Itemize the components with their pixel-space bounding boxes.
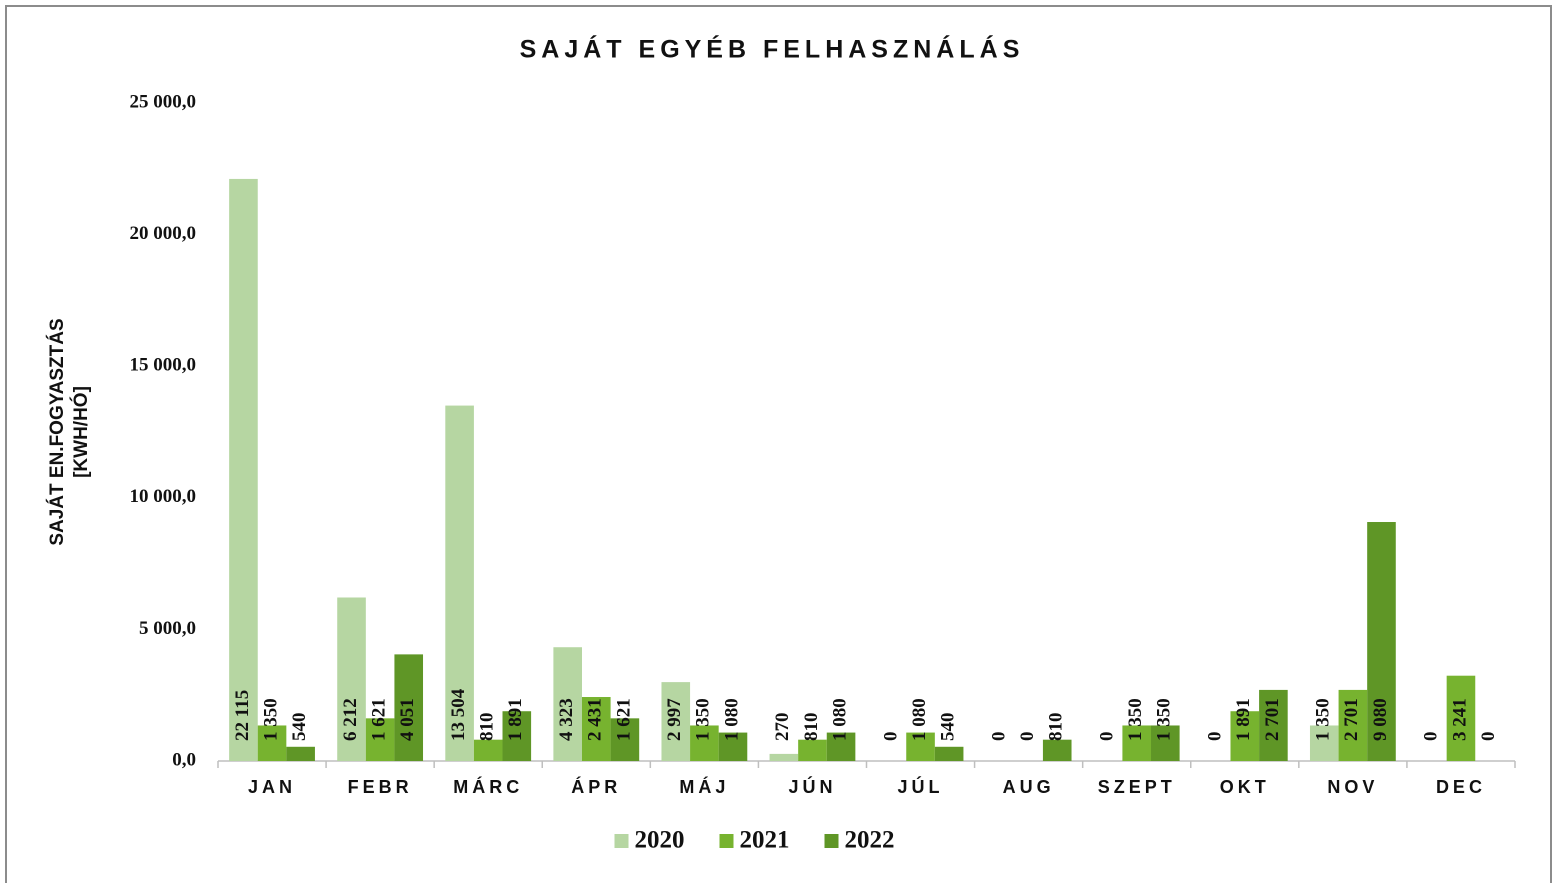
bar: [690, 725, 719, 761]
value-label: 9 080: [1370, 698, 1391, 741]
bar: [769, 753, 799, 761]
value-label: 810: [477, 713, 498, 742]
value-label: 22 115: [232, 690, 253, 741]
bar: [1367, 522, 1396, 761]
x-tick-label: ÁPR: [571, 776, 621, 797]
value-label: 0: [988, 732, 1009, 742]
x-tick-label: OKT: [1220, 777, 1270, 797]
bar: [553, 647, 582, 761]
value-label: 2 997: [664, 698, 685, 741]
bar: [718, 732, 748, 761]
legend-swatch: [719, 834, 734, 848]
legend-swatch: [824, 834, 839, 848]
bar: [1446, 675, 1476, 761]
bar: [1151, 725, 1180, 761]
value-label: 1 891: [505, 698, 526, 741]
y-tick-label: 10 000,0: [130, 486, 197, 507]
value-label: 4 323: [556, 698, 577, 741]
bar: [394, 654, 424, 761]
value-label: 540: [289, 713, 310, 742]
value-label: 1 891: [1233, 698, 1254, 741]
value-label: 0: [1478, 732, 1499, 742]
legend-label: 2021: [740, 827, 790, 854]
bar: [934, 746, 964, 761]
value-label: 810: [801, 713, 822, 742]
chart-title: SAJÁT EGYÉB FELHASZNÁLÁS: [520, 35, 1025, 64]
value-label: 810: [1046, 713, 1067, 742]
bar: [1122, 725, 1152, 761]
y-tick-label: 15 000,0: [130, 355, 197, 376]
x-tick-label: MÁRC: [453, 776, 523, 797]
bar: [1338, 689, 1368, 761]
x-tick-label: NOV: [1327, 777, 1378, 797]
value-label: 1 350: [1125, 698, 1146, 741]
bar: [1042, 739, 1072, 761]
value-label: 1 080: [909, 698, 930, 741]
value-label: 0: [1205, 732, 1226, 742]
value-label: 0: [1096, 732, 1117, 742]
y-tick-label: 5 000,0: [139, 618, 196, 639]
bar: [1230, 711, 1260, 761]
x-tick-label: JAN: [248, 777, 296, 797]
y-axis-title: SAJÁT EN.FOGYASZTÁS [KWH/HÓ]: [46, 318, 92, 545]
bar: [257, 725, 287, 761]
y-tick-label: 25 000,0: [130, 91, 197, 112]
bar: [365, 718, 395, 761]
legend-label: 2022: [845, 827, 895, 854]
value-label: 3 241: [1449, 698, 1470, 741]
y-tick-label: 20 000,0: [130, 223, 197, 244]
bar: [473, 739, 503, 761]
y-axis-title-line: [KWH/HÓ]: [70, 386, 92, 478]
bar: [826, 732, 856, 761]
bar: [1259, 689, 1288, 761]
value-label: 6 212: [340, 698, 361, 741]
value-label: 1 080: [721, 698, 742, 741]
bar: [445, 405, 474, 761]
value-label: 540: [938, 713, 959, 742]
bar: [581, 697, 611, 761]
value-label: 1 080: [829, 698, 850, 741]
x-tick-label: SZEPT: [1098, 777, 1176, 797]
bar: [798, 739, 827, 761]
bar: [610, 718, 640, 761]
bar: [1309, 725, 1339, 761]
value-label: 1 621: [368, 698, 389, 741]
value-label: 2 431: [585, 698, 606, 741]
bar: [229, 178, 258, 761]
bar: [286, 746, 315, 761]
value-label: 1 350: [693, 698, 714, 741]
x-tick-label: MÁJ: [679, 776, 729, 797]
y-tick-label: 0,0: [172, 749, 196, 770]
bar: [337, 597, 366, 761]
value-label: 1 621: [613, 698, 634, 741]
x-tick-label: DEC: [1436, 777, 1486, 797]
bar: [661, 682, 691, 761]
x-tick-label: JÚN: [788, 776, 836, 797]
bar: [502, 711, 532, 761]
legend-label: 2020: [635, 827, 685, 854]
value-label: 4 051: [397, 698, 418, 741]
y-axis-title-line: SAJÁT EN.FOGYASZTÁS: [46, 318, 68, 545]
value-label: 13 504: [448, 688, 469, 741]
x-tick-label: JÚL: [898, 776, 944, 797]
x-tick-label: FEBR: [348, 777, 413, 797]
value-label: 0: [1017, 732, 1038, 742]
value-label: 270: [772, 713, 793, 742]
value-label: 1 350: [1154, 698, 1175, 741]
x-tick-label: AUG: [1003, 777, 1055, 797]
value-label: 0: [880, 732, 901, 742]
legend-swatch: [614, 834, 629, 848]
value-label: 2 701: [1341, 698, 1362, 741]
value-label: 1 350: [260, 698, 281, 741]
value-label: 0: [1421, 732, 1442, 742]
value-label: 1 350: [1313, 698, 1334, 741]
bar: [906, 732, 935, 761]
value-label: 2 701: [1262, 698, 1283, 741]
